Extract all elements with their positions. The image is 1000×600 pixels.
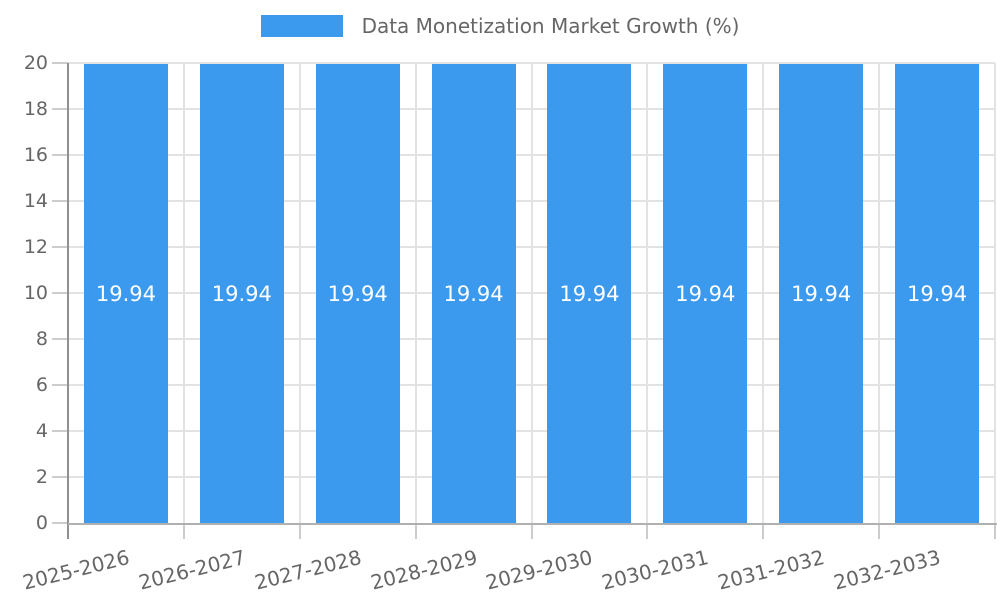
x-axis-tick-label: 2026-2027 (136, 545, 248, 595)
y-tick-mark (52, 522, 68, 524)
y-axis-tick-label: 20 (23, 52, 48, 74)
bar-value-label: 19.94 (327, 281, 388, 306)
chart-legend[interactable]: Data Monetization Market Growth (%) (0, 14, 1000, 38)
y-axis-tick-label: 10 (23, 282, 48, 304)
x-axis-line (68, 523, 997, 525)
v-gridline (182, 63, 185, 523)
x-tick-mark (994, 523, 996, 539)
y-tick-mark (52, 108, 68, 110)
y-tick-mark (52, 338, 68, 340)
y-axis-tick-label: 16 (23, 144, 48, 166)
bar-value-label: 19.94 (559, 281, 620, 306)
bar-value-label: 19.94 (95, 281, 156, 306)
bar[interactable] (547, 64, 632, 523)
x-tick-mark (878, 523, 881, 539)
v-gridline (878, 63, 881, 523)
v-gridline (994, 63, 996, 523)
bar-value-label: 19.94 (675, 281, 736, 306)
y-axis-tick-label: 2 (35, 466, 48, 488)
y-axis-tick-label: 4 (35, 420, 48, 442)
y-tick-mark (52, 476, 68, 478)
y-axis-tick-label: 6 (35, 374, 48, 396)
x-axis-tick-label: 2029-2030 (483, 545, 596, 595)
x-axis-tick-label: 2027-2028 (251, 545, 364, 595)
bar[interactable] (199, 64, 284, 523)
x-axis-tick-label: 2031-2032 (715, 545, 827, 595)
y-axis-tick-label: 0 (35, 512, 48, 534)
bar[interactable] (83, 64, 168, 523)
v-gridline (530, 63, 533, 523)
bar-value-label: 19.94 (791, 281, 852, 306)
x-tick-mark (762, 523, 765, 539)
v-gridline (298, 63, 301, 523)
y-tick-mark (52, 246, 68, 248)
y-tick-mark (52, 200, 68, 202)
bar-value-label: 19.94 (907, 281, 968, 306)
x-tick-mark (414, 523, 417, 539)
bar[interactable] (779, 64, 864, 523)
y-axis-tick-label: 18 (23, 98, 48, 120)
v-gridline (646, 63, 649, 523)
legend-label: Data Monetization Market Growth (%) (361, 14, 740, 38)
y-tick-mark (52, 154, 68, 156)
bar-value-label: 19.94 (211, 281, 272, 306)
x-tick-mark (530, 523, 533, 539)
y-axis-line (67, 63, 69, 539)
y-tick-mark (52, 430, 68, 432)
x-axis-tick-label: 2032-2033 (831, 545, 943, 595)
y-axis-tick-label: 14 (23, 190, 48, 212)
v-gridline (762, 63, 765, 523)
x-axis-tick-label: 2025-2026 (20, 545, 132, 595)
legend-swatch (260, 15, 343, 37)
v-gridline (414, 63, 417, 523)
y-axis-tick-label: 12 (23, 236, 48, 258)
bar[interactable] (431, 64, 516, 523)
bar[interactable] (663, 64, 748, 523)
y-axis-tick-label: 8 (35, 328, 48, 350)
bar[interactable] (315, 64, 400, 523)
y-tick-mark (52, 384, 68, 386)
x-axis-tick-label: 2028-2029 (367, 545, 480, 595)
y-tick-mark (52, 62, 68, 64)
x-tick-mark (298, 523, 301, 539)
x-tick-mark (182, 523, 185, 539)
bar[interactable] (895, 64, 980, 523)
bar-value-label: 19.94 (443, 281, 504, 306)
x-tick-mark (646, 523, 649, 539)
x-axis-tick-label: 2030-2031 (599, 545, 712, 595)
y-tick-mark (52, 292, 68, 294)
